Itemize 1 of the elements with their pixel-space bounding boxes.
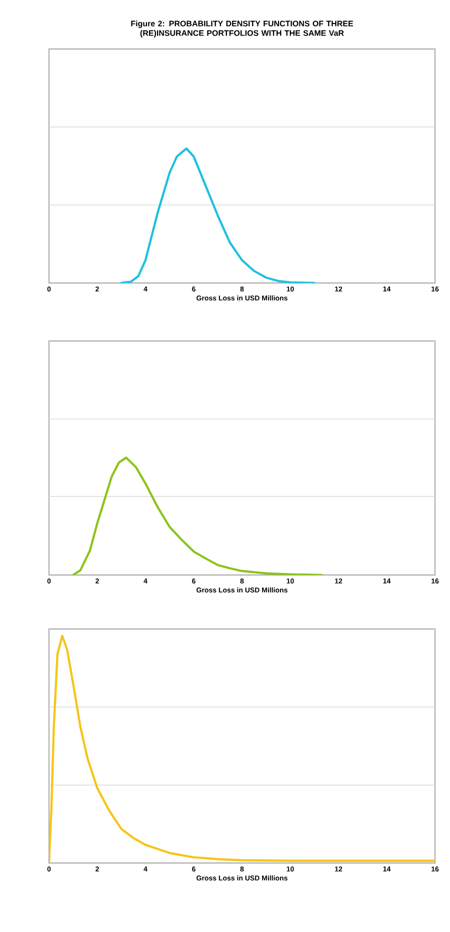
chart-title: Figure 2: PROBABILITY DENSITY FUNCTIONS OF THREE (RE)INSURANCE PORTFOLIOS WITH THE SAME VaR — [131, 20, 354, 38]
